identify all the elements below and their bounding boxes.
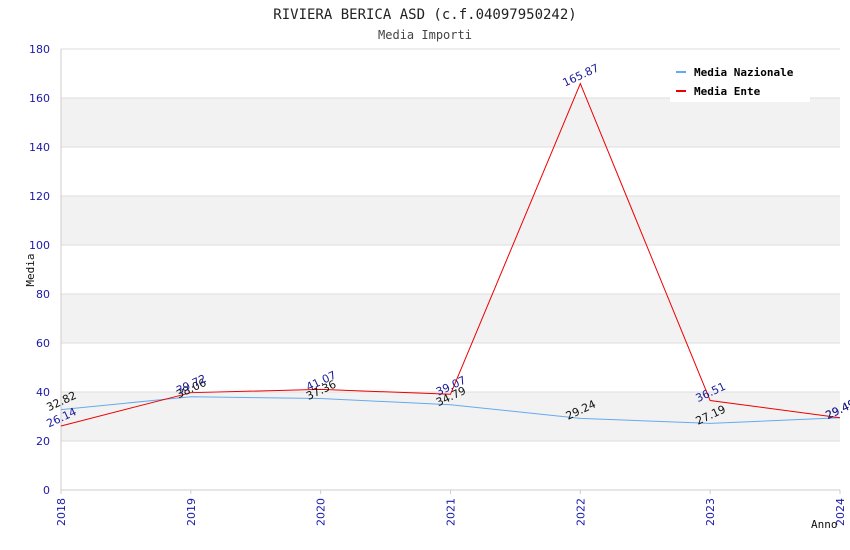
y-axis-label: Media <box>24 253 37 286</box>
x-tick-label: 2021 <box>445 498 458 526</box>
y-axis-ticks: 0 20 40 60 80 100 120 140 160 180 <box>29 43 50 497</box>
legend: Media Nazionale Media Ente <box>670 60 810 102</box>
series-line-media-nazionale <box>60 396 841 424</box>
legend-label: Media Nazionale <box>694 66 794 79</box>
y-tick-label: 120 <box>29 190 50 203</box>
grid-band <box>61 294 840 343</box>
series-line-media-ente <box>60 82 841 427</box>
y-tick-label: 60 <box>36 337 50 350</box>
y-tick-label: 20 <box>36 435 50 448</box>
x-tick-label: 2023 <box>704 498 717 526</box>
x-axis-label: Anno <box>811 518 838 531</box>
y-tick-label: 80 <box>36 288 50 301</box>
y-tick-label: 180 <box>29 43 50 56</box>
x-tick-label: 2020 <box>315 498 328 526</box>
x-tick-label: 2024 <box>834 498 847 526</box>
legend-box <box>670 60 810 102</box>
series-lines <box>60 82 841 427</box>
x-tick-label: 2019 <box>185 498 198 526</box>
x-axis-ticks: 2018 2019 2020 2021 2022 2023 2024 <box>55 490 847 526</box>
y-tick-label: 0 <box>43 484 50 497</box>
y-tick-label: 140 <box>29 141 50 154</box>
x-tick-label: 2018 <box>55 498 68 526</box>
grid-band <box>61 196 840 245</box>
legend-label: Media Ente <box>694 85 761 98</box>
chart-title: RIVIERA BERICA ASD (c.f.04097950242) <box>273 7 576 23</box>
y-tick-label: 100 <box>29 239 50 252</box>
y-tick-label: 160 <box>29 92 50 105</box>
y-tick-label: 40 <box>36 386 50 399</box>
x-tick-label: 2022 <box>574 498 587 526</box>
grid-band <box>61 98 840 147</box>
chart-subtitle: Media Importi <box>378 28 472 42</box>
